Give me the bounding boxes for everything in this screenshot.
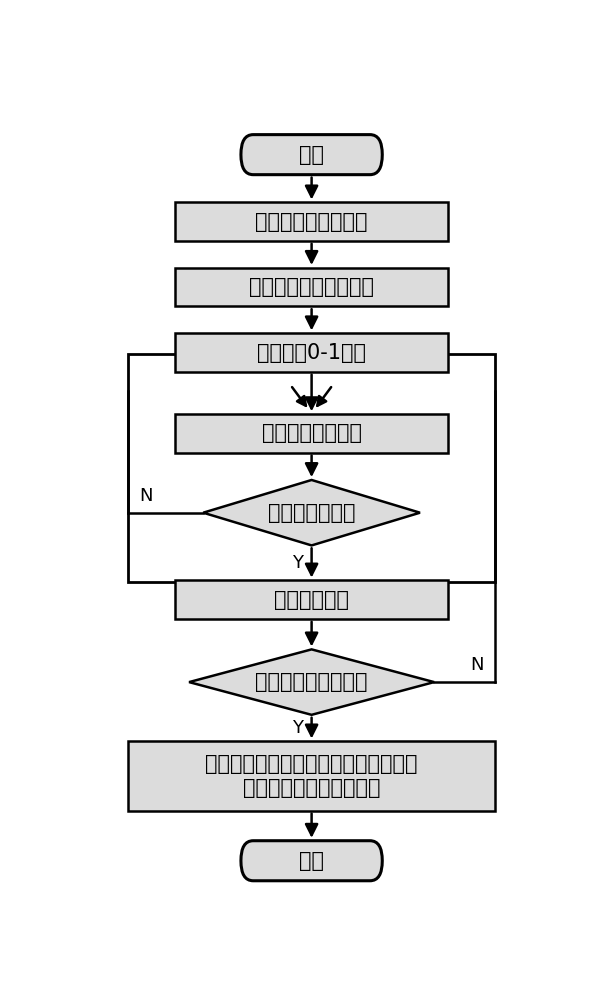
Text: 配电网基础数据输入: 配电网基础数据输入 — [255, 212, 368, 232]
Text: N: N — [140, 487, 153, 505]
Bar — [175, 202, 448, 241]
Text: 可靠性约束指标值设定: 可靠性约束指标值设定 — [249, 277, 374, 297]
Text: 随机初始0-1种群: 随机初始0-1种群 — [257, 343, 366, 363]
Text: 开关向量状态搜索: 开关向量状态搜索 — [261, 423, 362, 443]
Text: 约束条件满足？: 约束条件满足？ — [268, 503, 355, 523]
Bar — [175, 580, 448, 619]
Text: Y: Y — [292, 719, 303, 737]
Text: N: N — [470, 656, 483, 674]
FancyBboxPatch shape — [241, 135, 382, 175]
Bar — [128, 741, 496, 811]
Text: 结束迭代，输出目标函数最优的开关向
量状态及电能损耗结果等: 结束迭代，输出目标函数最优的开关向 量状态及电能损耗结果等 — [206, 754, 418, 798]
Bar — [175, 268, 448, 306]
Text: 到达最大迭代次数？: 到达最大迭代次数？ — [255, 672, 368, 692]
Text: Y: Y — [292, 554, 303, 572]
Text: 目标函数计算: 目标函数计算 — [274, 590, 349, 610]
Bar — [175, 333, 448, 372]
Polygon shape — [203, 480, 420, 545]
Text: 结束: 结束 — [299, 851, 324, 871]
Text: 开始: 开始 — [299, 145, 324, 165]
Polygon shape — [189, 649, 434, 715]
Bar — [128, 354, 496, 582]
FancyBboxPatch shape — [241, 841, 382, 881]
Bar — [175, 414, 448, 453]
